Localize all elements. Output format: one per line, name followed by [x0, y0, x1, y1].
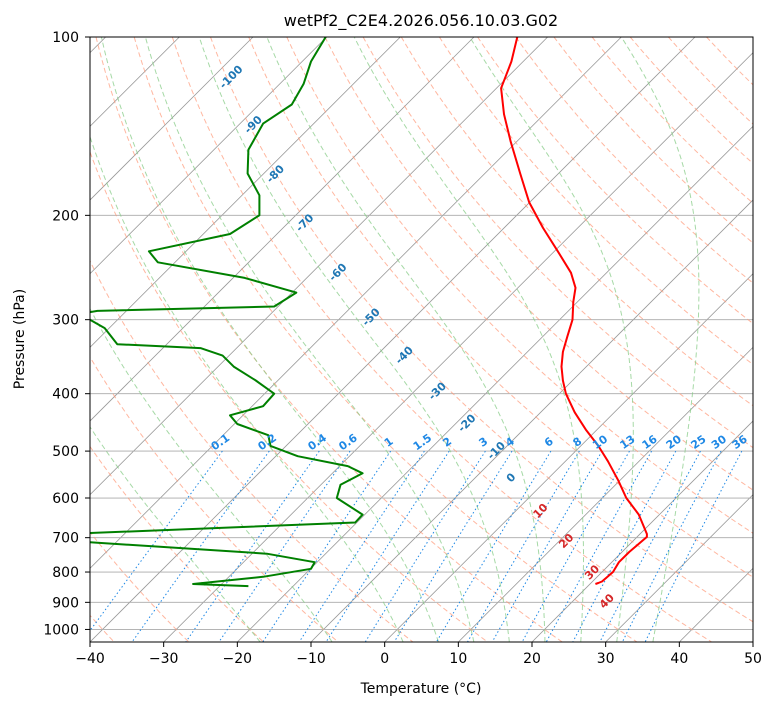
dry-adiabat-lines — [90, 37, 753, 642]
dry-adiabat-line — [95, 37, 563, 642]
dry-adiabat-line — [400, 37, 753, 407]
y-tick-label: 900 — [52, 595, 79, 611]
dry-adiabat-line — [286, 37, 753, 534]
chart-title: wetPf2_C2E4.2026.056.10.03.G02 — [284, 11, 558, 31]
x-tick-label: 40 — [670, 651, 688, 667]
plot-frame — [89, 36, 754, 643]
mixing-ratio-line — [621, 450, 722, 642]
dry-adiabat-line — [90, 356, 339, 642]
isotherm-line — [163, 52, 753, 642]
x-tick-label: 30 — [597, 651, 615, 667]
temperature-profile-line — [500, 37, 648, 585]
isotherm-line — [90, 37, 327, 275]
x-tick-label: −20 — [223, 651, 253, 667]
isotherm-line — [90, 37, 475, 422]
y-tick-label: 500 — [52, 444, 79, 460]
moist-adiabat-line — [90, 426, 261, 642]
moist-adiabat-line — [266, 37, 546, 642]
x-tick-label: 20 — [523, 651, 541, 667]
dry-adiabat-line — [210, 37, 753, 623]
profile-series — [90, 37, 648, 588]
isotherm-line — [90, 37, 548, 496]
dry-adiabat-line — [515, 37, 753, 284]
dry-adiabat-line — [629, 37, 753, 165]
dewpoint-profile-line — [90, 37, 364, 588]
mixing-ratio-line — [572, 450, 677, 642]
mixing-ratio-line — [491, 450, 603, 642]
moist-adiabat-line — [353, 37, 584, 642]
y-tick-label: 1000 — [43, 622, 79, 638]
x-tick-label: 0 — [380, 651, 389, 667]
moist-adiabat-lines — [90, 37, 700, 642]
mixing-ratio-line — [218, 450, 351, 642]
dry-adiabat-line — [133, 37, 638, 642]
moist-adiabat-line — [620, 37, 700, 642]
x-tick-label: −10 — [296, 651, 326, 667]
x-axis-ticks: −40 −30 −20 −10 0 10 20 30 40 50 — [75, 642, 762, 667]
pressure-gridlines — [90, 37, 753, 630]
mixing-ratio-line — [545, 450, 653, 642]
dry-adiabat-line — [553, 37, 753, 244]
y-tick-label: 200 — [52, 208, 79, 224]
y-tick-label: 600 — [52, 491, 79, 507]
isotherm-line — [90, 37, 401, 348]
isotherm-line — [90, 37, 696, 642]
moist-adiabat-line — [144, 37, 475, 642]
moist-adiabat-line — [198, 37, 510, 642]
mixing-ratio-line — [393, 450, 513, 642]
mixing-ratio-line — [521, 450, 630, 642]
x-tick-label: 50 — [744, 651, 762, 667]
mixing-ratio-line — [298, 450, 425, 642]
y-tick-label: 100 — [52, 30, 79, 46]
isotherm-line — [237, 125, 753, 642]
y-tick-label: 400 — [52, 387, 79, 403]
moist-adiabat-line — [90, 135, 404, 642]
isotherm-line — [90, 37, 254, 201]
dry-adiabat-line — [90, 445, 264, 642]
isotherm-line — [605, 494, 753, 642]
dry-adiabat-line — [90, 259, 414, 642]
dry-adiabat-line — [438, 37, 753, 365]
x-tick-label: −40 — [75, 651, 105, 667]
x-axis-label: Temperature (°C) — [360, 681, 482, 697]
isotherm-line — [90, 37, 622, 569]
y-axis-ticks: 100 200 300 400 500 600 700 800 900 1000 — [43, 30, 90, 638]
dry-adiabat-line — [171, 37, 712, 642]
mixing-ratio-line — [644, 450, 743, 642]
x-tick-label: −30 — [149, 651, 179, 667]
mixing-ratio-line — [185, 450, 320, 642]
y-tick-label: 800 — [52, 565, 79, 581]
isotherm-line — [458, 346, 753, 642]
moist-adiabat-line — [100, 37, 439, 642]
y-tick-label: 300 — [52, 313, 79, 329]
moist-adiabat-line — [90, 307, 333, 642]
dry-adiabat-line — [324, 37, 753, 491]
mixing-ratio-line — [599, 450, 701, 642]
isotherm-line — [384, 273, 753, 642]
dry-adiabat-line — [362, 37, 753, 449]
x-tick-label: 10 — [449, 651, 467, 667]
dry-adiabat-line — [248, 37, 753, 578]
y-axis-label: Pressure (hPa) — [12, 289, 28, 389]
y-tick-label: 700 — [52, 531, 79, 547]
isotherm-line — [531, 420, 753, 642]
mixing-ratio-line — [90, 450, 223, 632]
